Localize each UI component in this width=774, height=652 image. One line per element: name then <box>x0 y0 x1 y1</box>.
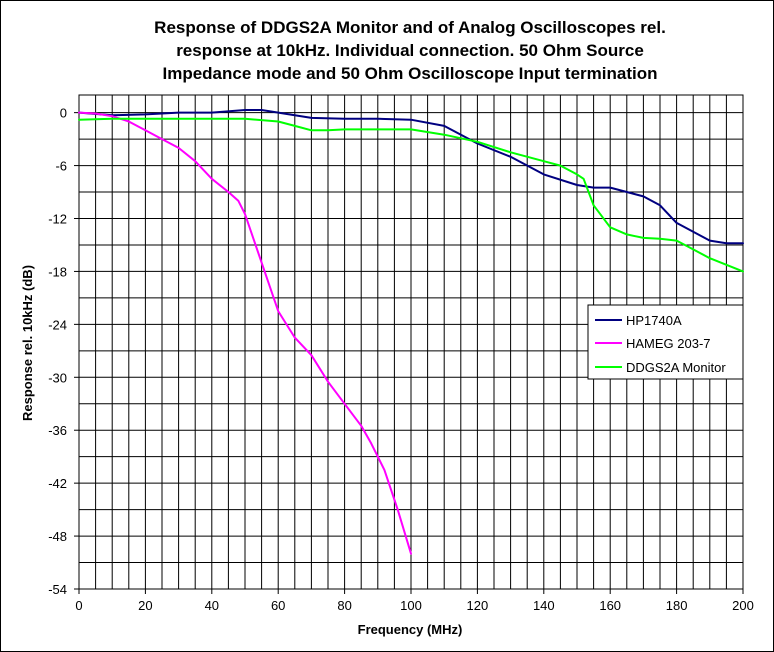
x-tick-label: 200 <box>732 598 754 613</box>
chart-title-line-1: Response of DDGS2A Monitor and of Analog… <box>154 18 666 37</box>
y-axis-ticks: 0 -6 -12 -18 -24 -30 -36 -42 -48 -54 <box>48 106 79 597</box>
y-tick-label: -54 <box>48 582 67 597</box>
y-tick-label: -30 <box>48 370 67 385</box>
y-tick-label: -6 <box>55 159 67 174</box>
x-tick-label: 180 <box>666 598 688 613</box>
series-line-ddgs2a-monitor <box>78 117 744 273</box>
x-tick-label: 120 <box>467 598 489 613</box>
y-tick-label: 0 <box>60 106 67 121</box>
legend-label-hp1740a: HP1740A <box>626 313 682 328</box>
y-tick-label: -36 <box>48 423 67 438</box>
series-line-hp1740a <box>78 109 744 245</box>
chart-title-line-3: Impedance mode and 50 Ohm Oscilloscope I… <box>163 64 658 83</box>
y-tick-label: -42 <box>48 476 67 491</box>
legend-label-ddgs2a: DDGS2A Monitor <box>626 360 726 375</box>
chart-title-line-2: response at 10kHz. Individual connection… <box>176 41 644 60</box>
legend-label-hameg: HAMEG 203-7 <box>626 336 711 351</box>
legend: HP1740A HAMEG 203-7 DDGS2A Monitor <box>587 304 744 380</box>
x-axis-title: Frequency (MHz) <box>358 622 463 637</box>
x-tick-label: 20 <box>138 598 152 613</box>
series-line-hameg-203-7 <box>78 111 412 555</box>
x-tick-label: 60 <box>271 598 285 613</box>
x-tick-label: 160 <box>599 598 621 613</box>
y-tick-label: -48 <box>48 529 67 544</box>
series-lines <box>78 109 744 555</box>
x-tick-label: 80 <box>337 598 351 613</box>
x-axis-ticks: 0 20 40 60 80 100 120 140 160 180 200 <box>75 589 754 613</box>
y-axis-title: Response rel. 10kHz (dB) <box>20 265 35 421</box>
y-tick-label: -12 <box>48 212 67 227</box>
x-tick-label: 100 <box>400 598 422 613</box>
x-tick-label: 140 <box>533 598 555 613</box>
x-tick-label: 40 <box>205 598 219 613</box>
x-tick-label: 0 <box>75 598 82 613</box>
y-tick-label: -24 <box>48 317 67 332</box>
y-tick-label: -18 <box>48 264 67 279</box>
